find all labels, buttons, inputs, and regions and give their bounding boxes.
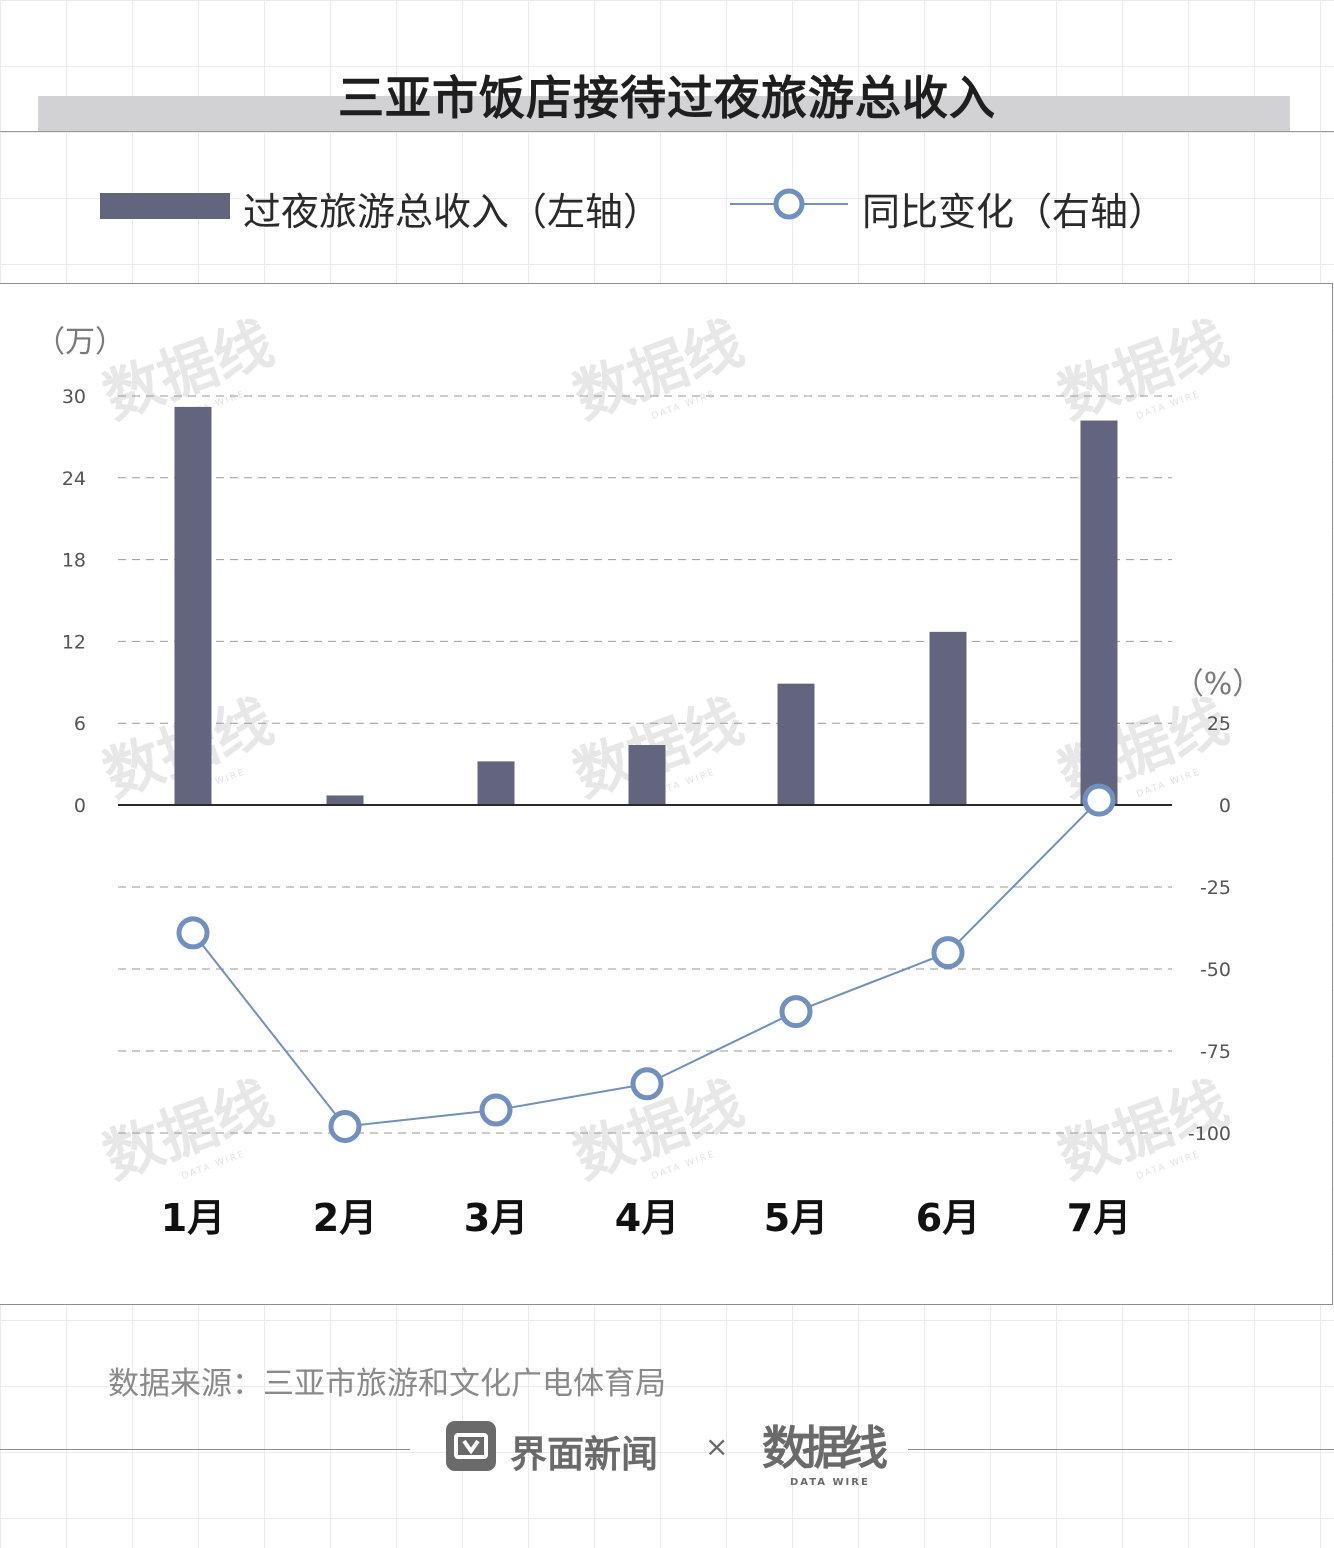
legend-bar-label: 过夜旅游总收入（左轴）: [243, 190, 662, 234]
y-right-unit: （%）: [1174, 667, 1263, 702]
brand-times: ×: [705, 1430, 729, 1463]
y-right-tick-label: -100: [1188, 1123, 1231, 1145]
bar: [477, 761, 515, 805]
bar: [174, 406, 212, 805]
datawire-logo: 数据线: [762, 1421, 888, 1475]
x-tick-label: 1月: [161, 1196, 225, 1240]
footer-rule-right: [908, 1449, 1334, 1450]
chart-title: 三亚市饭店接待过夜旅游总收入: [338, 71, 996, 125]
datawire-logo-sub: DATA WIRE: [790, 1477, 870, 1488]
y-left-tick-label: 30: [62, 386, 86, 408]
legend-line-label: 同比变化（右轴）: [862, 190, 1167, 234]
y-left-tick-label: 18: [62, 550, 86, 572]
x-tick-label: 2月: [313, 1196, 377, 1240]
y-right-tick-label: -75: [1200, 1041, 1231, 1063]
y-left-tick-label: 12: [62, 631, 86, 653]
x-tick-label: 4月: [615, 1196, 679, 1240]
y-left-tick-label: 6: [74, 713, 86, 735]
x-tick-label: 7月: [1067, 1196, 1131, 1240]
data-source: 数据来源：三亚市旅游和文化广电体育局: [108, 1366, 666, 1402]
legend-line-swatch: [730, 188, 848, 220]
bar: [628, 745, 666, 805]
line-point: [328, 1109, 362, 1143]
title-rule: [0, 131, 1334, 132]
bar: [1080, 420, 1118, 805]
bar: [777, 683, 815, 805]
footer-rule-left: [0, 1449, 410, 1450]
legend-bar-swatch: [100, 193, 230, 219]
y-right-tick-label: -50: [1200, 959, 1231, 981]
line-point: [931, 936, 965, 970]
line-point: [630, 1067, 664, 1101]
y-right-tick-label: 0: [1219, 795, 1231, 817]
title-band: [38, 96, 1290, 131]
line-point: [779, 995, 813, 1029]
x-tick-label: 3月: [464, 1196, 528, 1240]
y-left-tick-label: 24: [62, 468, 86, 490]
bar: [929, 631, 967, 805]
line-point: [176, 916, 210, 950]
line-point: [479, 1093, 513, 1127]
y-right-tick-label: -25: [1200, 877, 1231, 899]
x-tick-label: 6月: [916, 1196, 980, 1240]
y-left-tick-label: 0: [74, 795, 86, 817]
y-right-tick-label: 25: [1207, 713, 1231, 735]
brand-name: 界面新闻: [510, 1433, 658, 1476]
x-tick-label: 5月: [764, 1196, 828, 1240]
line-point: [1082, 783, 1116, 817]
bar: [326, 795, 364, 805]
y-left-unit: （万）: [35, 325, 125, 360]
brand-icon: [446, 1421, 496, 1471]
